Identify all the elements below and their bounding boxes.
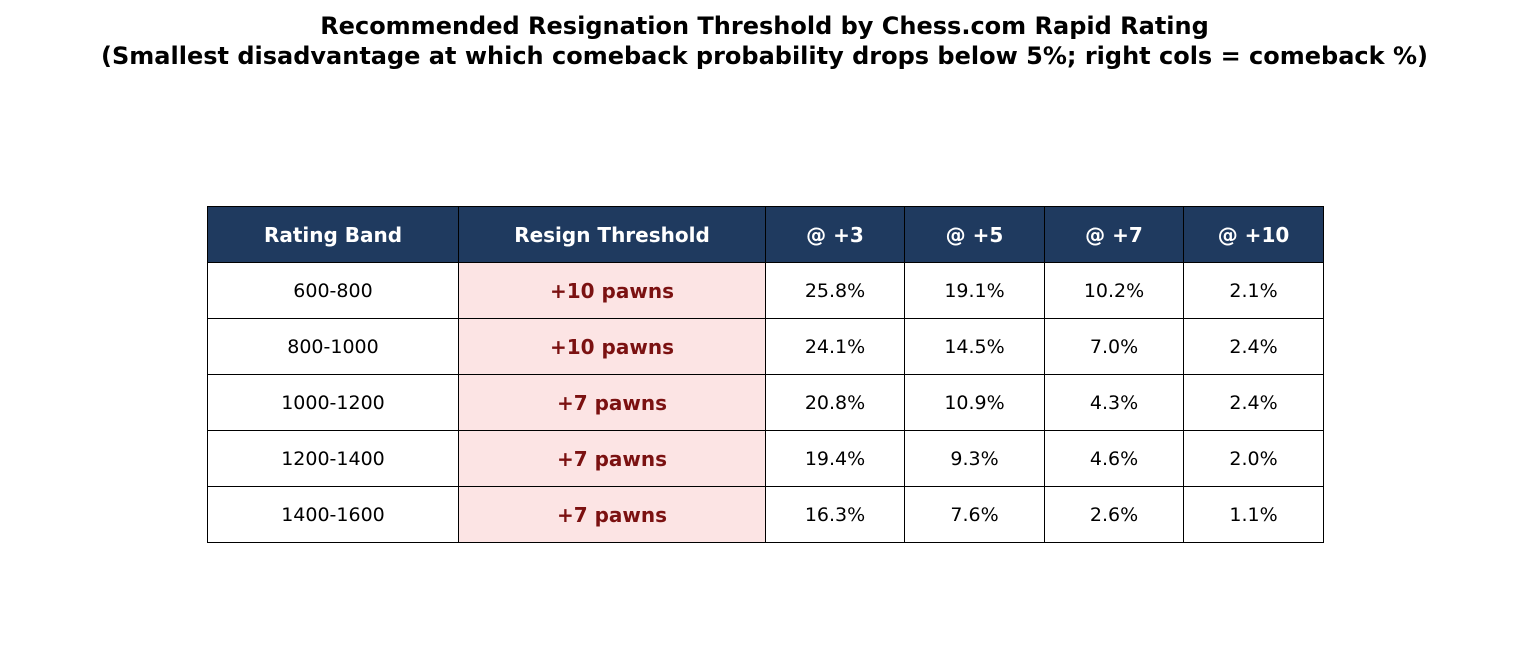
comeback-at-plus-5-cell: 19.1% (904, 262, 1045, 319)
rating-band-cell: 1400-1600 (207, 486, 459, 543)
comeback-at-plus-5-cell: 10.9% (904, 374, 1045, 431)
comeback-at-plus-3-cell: 20.8% (765, 374, 905, 431)
comeback-at-plus-3-cell: 16.3% (765, 486, 905, 543)
column-header-at-plus-10: @ +10 (1183, 206, 1324, 263)
comeback-at-plus-10-cell: 2.1% (1183, 262, 1324, 319)
comeback-at-plus-3-cell: 19.4% (765, 430, 905, 487)
table-row: 1400-1600 +7 pawns 16.3% 7.6% 2.6% 1.1% (207, 486, 1324, 543)
comeback-at-plus-7-cell: 7.0% (1044, 318, 1184, 375)
comeback-at-plus-10-cell: 2.4% (1183, 374, 1324, 431)
comeback-at-plus-5-cell: 14.5% (904, 318, 1045, 375)
resign-threshold-cell: +10 pawns (458, 318, 766, 375)
comeback-at-plus-10-cell: 2.0% (1183, 430, 1324, 487)
comeback-at-plus-5-cell: 7.6% (904, 486, 1045, 543)
comeback-at-plus-7-cell: 10.2% (1044, 262, 1184, 319)
comeback-at-plus-7-cell: 4.6% (1044, 430, 1184, 487)
column-header-at-plus-5: @ +5 (904, 206, 1045, 263)
table-row: 600-800 +10 pawns 25.8% 19.1% 10.2% 2.1% (207, 262, 1324, 319)
comeback-at-plus-7-cell: 4.3% (1044, 374, 1184, 431)
comeback-at-plus-7-cell: 2.6% (1044, 486, 1184, 543)
table-header-row: Rating Band Resign Threshold @ +3 @ +5 @… (207, 206, 1324, 263)
column-header-at-plus-3: @ +3 (765, 206, 905, 263)
comeback-at-plus-10-cell: 1.1% (1183, 486, 1324, 543)
rating-band-cell: 1000-1200 (207, 374, 459, 431)
comeback-at-plus-5-cell: 9.3% (904, 430, 1045, 487)
column-header-rating-band: Rating Band (207, 206, 459, 263)
rating-band-cell: 600-800 (207, 262, 459, 319)
comeback-at-plus-3-cell: 25.8% (765, 262, 905, 319)
rating-band-cell: 1200-1400 (207, 430, 459, 487)
table-row: 1200-1400 +7 pawns 19.4% 9.3% 4.6% 2.0% (207, 430, 1324, 487)
chart-subtitle: (Smallest disadvantage at which comeback… (101, 42, 1428, 70)
resign-threshold-cell: +10 pawns (458, 262, 766, 319)
resign-threshold-cell: +7 pawns (458, 430, 766, 487)
rating-band-cell: 800-1000 (207, 318, 459, 375)
column-header-resign-threshold: Resign Threshold (458, 206, 766, 263)
resign-threshold-cell: +7 pawns (458, 374, 766, 431)
comeback-at-plus-10-cell: 2.4% (1183, 318, 1324, 375)
column-header-at-plus-7: @ +7 (1044, 206, 1184, 263)
resign-threshold-cell: +7 pawns (458, 486, 766, 543)
table-row: 800-1000 +10 pawns 24.1% 14.5% 7.0% 2.4% (207, 318, 1324, 375)
chart-title: Recommended Resignation Threshold by Che… (320, 12, 1209, 40)
comeback-at-plus-3-cell: 24.1% (765, 318, 905, 375)
table-row: 1000-1200 +7 pawns 20.8% 10.9% 4.3% 2.4% (207, 374, 1324, 431)
resignation-threshold-table: Rating Band Resign Threshold @ +3 @ +5 @… (207, 206, 1324, 543)
